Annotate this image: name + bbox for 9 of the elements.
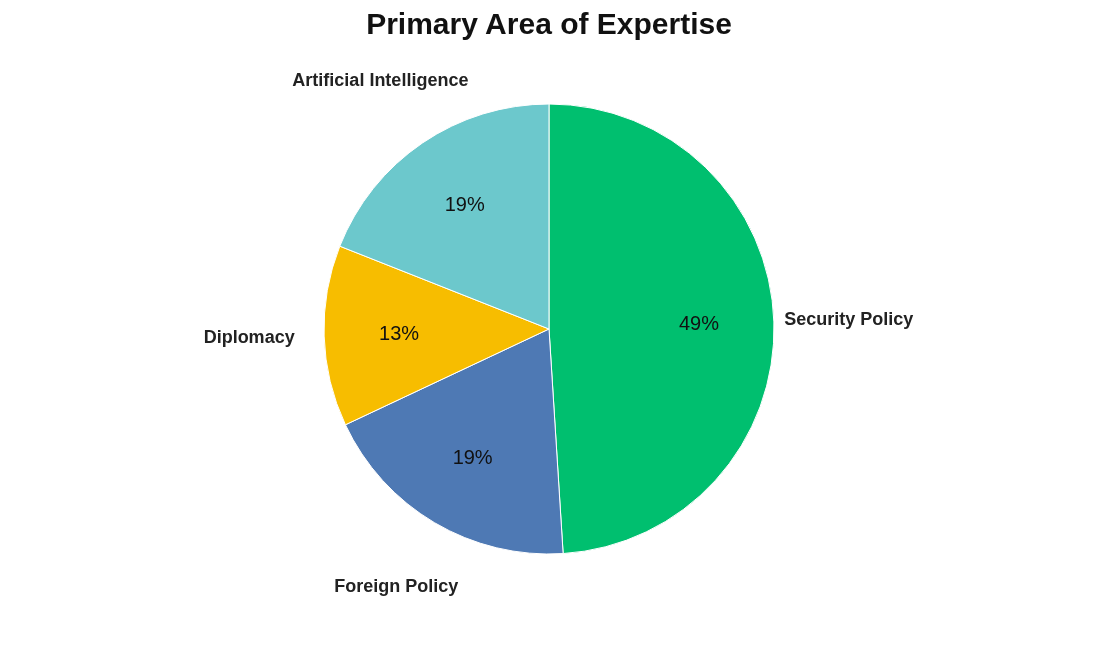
data-label: 13% [379, 321, 420, 344]
slice-label: Diplomacy [203, 327, 295, 348]
slice-label: Foreign Policy [334, 576, 459, 597]
chart-title: Primary Area of Expertise [366, 7, 732, 40]
data-label: 49% [678, 312, 720, 335]
slice-label: Artificial Intelligence [292, 69, 469, 90]
data-label: 19% [452, 446, 493, 469]
data-label: 19% [444, 192, 485, 215]
slice-label: Security Policy [784, 308, 914, 329]
